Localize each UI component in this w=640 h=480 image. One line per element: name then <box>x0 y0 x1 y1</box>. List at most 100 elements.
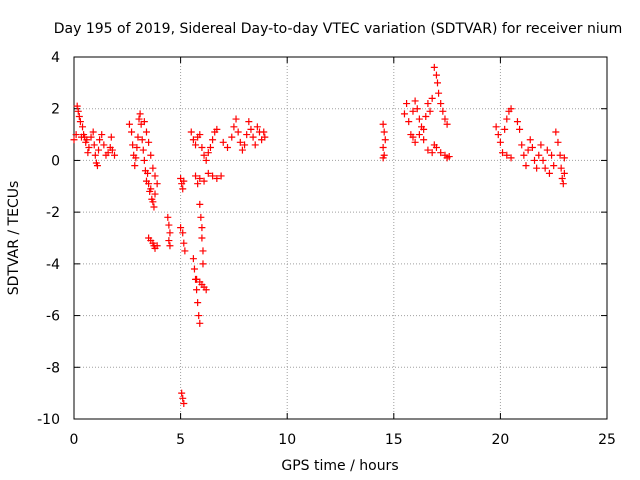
data-point <box>134 133 142 141</box>
data-point <box>195 312 203 320</box>
data-point <box>104 149 112 157</box>
data-point <box>535 151 543 159</box>
data-point <box>432 144 440 151</box>
data-point <box>245 118 253 126</box>
data-point <box>190 265 198 273</box>
data-point <box>165 237 173 245</box>
data-point <box>151 190 159 198</box>
data-point <box>560 169 568 177</box>
data-point <box>537 141 545 149</box>
data-point <box>213 175 221 183</box>
data-point <box>492 123 500 131</box>
data-point <box>128 128 136 136</box>
data-point <box>241 141 249 149</box>
data-point <box>199 260 207 268</box>
data-point <box>89 128 97 136</box>
data-point <box>179 394 187 402</box>
data-point <box>528 144 536 151</box>
data-point <box>424 100 432 108</box>
data-point <box>260 128 268 136</box>
data-point <box>238 146 246 154</box>
data-point <box>247 125 255 133</box>
data-point <box>381 136 389 144</box>
data-point <box>179 185 187 193</box>
data-point <box>192 172 200 180</box>
data-point <box>516 125 524 133</box>
data-point <box>379 154 387 162</box>
data-point <box>228 133 236 141</box>
data-point <box>415 115 423 123</box>
data-point <box>180 239 188 247</box>
data-point <box>403 100 411 108</box>
x-axis-label: GPS time / hours <box>281 458 398 474</box>
data-point <box>197 213 205 221</box>
data-point <box>558 175 566 183</box>
data-point <box>251 141 259 149</box>
data-point <box>140 118 148 126</box>
data-point <box>236 138 244 146</box>
y-tick-label: -2 <box>46 205 60 221</box>
y-tick-label: -6 <box>46 309 60 325</box>
data-point <box>145 138 153 146</box>
grid <box>74 57 607 419</box>
data-point <box>426 107 434 115</box>
plot-frame <box>73 56 608 420</box>
data-point <box>180 399 188 407</box>
data-point <box>107 133 115 141</box>
data-point <box>513 118 521 126</box>
data-point <box>145 180 153 188</box>
data-point <box>151 172 159 180</box>
data-point <box>200 151 208 159</box>
data-point <box>503 115 511 123</box>
data-point <box>202 156 210 164</box>
data-point <box>494 131 502 139</box>
data-point <box>165 221 173 229</box>
data-point <box>243 131 251 139</box>
data-point <box>559 180 567 188</box>
data-point <box>196 131 204 139</box>
data-point <box>180 177 188 185</box>
data-points <box>70 63 568 407</box>
data-point <box>409 107 417 115</box>
data-point <box>219 138 227 146</box>
data-point <box>557 164 565 172</box>
data-point <box>139 146 147 154</box>
data-point <box>379 120 387 128</box>
data-point <box>198 144 206 151</box>
x-tick-label: 0 <box>70 432 79 448</box>
data-point <box>129 141 137 149</box>
y-tick-labels: 4 2 0 -2 -4 -6 -8 -10 <box>37 50 60 428</box>
data-point <box>70 136 78 144</box>
data-point <box>90 141 98 149</box>
data-point <box>424 146 432 154</box>
data-point <box>111 151 119 159</box>
data-point <box>441 115 449 123</box>
data-point <box>138 136 146 144</box>
data-point <box>147 185 155 193</box>
data-point <box>428 149 436 157</box>
data-point <box>179 229 187 237</box>
data-point <box>76 118 84 126</box>
data-point <box>192 141 200 149</box>
chart-title: Day 195 of 2019, Sidereal Day-to-day VTE… <box>54 21 623 37</box>
data-point <box>198 234 206 242</box>
data-point <box>147 151 155 159</box>
data-point <box>181 247 189 255</box>
data-point <box>178 389 186 397</box>
data-point <box>443 120 451 128</box>
data-point <box>140 156 148 164</box>
y-tick-label: -10 <box>37 412 60 428</box>
data-point <box>84 149 92 157</box>
data-point <box>87 133 95 141</box>
data-point <box>445 153 453 161</box>
data-point <box>413 105 421 113</box>
data-point <box>518 141 526 149</box>
data-point <box>230 123 238 131</box>
data-point <box>554 138 562 146</box>
data-point <box>193 286 201 294</box>
data-point <box>200 177 208 185</box>
data-point <box>545 169 553 177</box>
data-point <box>560 154 568 162</box>
data-point <box>196 200 204 208</box>
